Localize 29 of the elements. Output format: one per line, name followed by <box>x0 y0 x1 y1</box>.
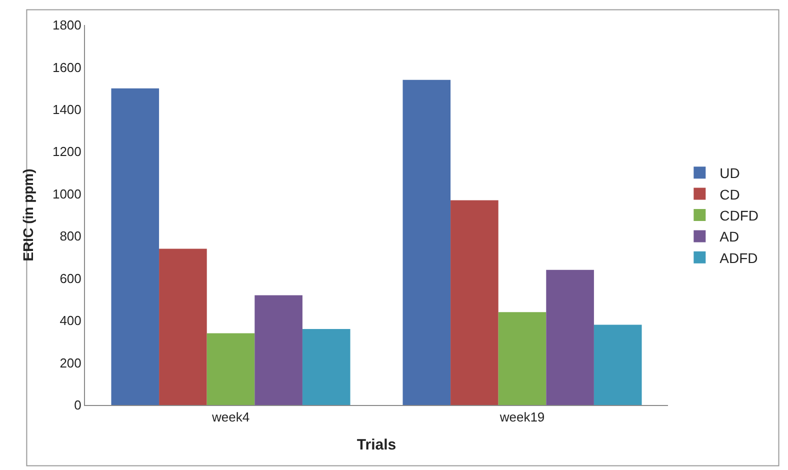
y-tick-label: 200 <box>60 355 82 370</box>
y-tick-label: 1600 <box>52 60 82 75</box>
bar <box>594 324 642 405</box>
y-tick-label: 1400 <box>52 102 82 117</box>
y-tick-label: 800 <box>60 228 82 244</box>
x-tick-label: week19 <box>498 410 545 425</box>
legend-label: CD <box>720 186 740 202</box>
bar <box>450 200 498 405</box>
y-tick-label: 1000 <box>52 186 82 202</box>
legend-label: CDFD <box>720 207 759 224</box>
bar <box>402 80 451 405</box>
y-tick-label: 1200 <box>52 144 82 160</box>
legend-label: AD <box>720 228 740 245</box>
bar <box>254 295 302 405</box>
legend-label: UD <box>720 165 740 182</box>
bar <box>159 248 207 405</box>
y-axis-title: ERIC (in ppm) <box>20 168 36 262</box>
bar <box>546 270 594 405</box>
y-tick-label: 1800 <box>52 18 82 33</box>
legend-label: ADFD <box>720 250 758 266</box>
bar <box>302 329 350 405</box>
y-tick-label: 0 <box>74 398 82 413</box>
bar <box>111 88 160 405</box>
bar <box>206 333 255 405</box>
y-tick-label: 400 <box>60 313 82 328</box>
bar <box>498 312 546 405</box>
x-tick-label: week4 <box>210 410 250 425</box>
x-axis-title: Trials <box>356 436 396 454</box>
y-tick-label: 600 <box>60 270 82 286</box>
